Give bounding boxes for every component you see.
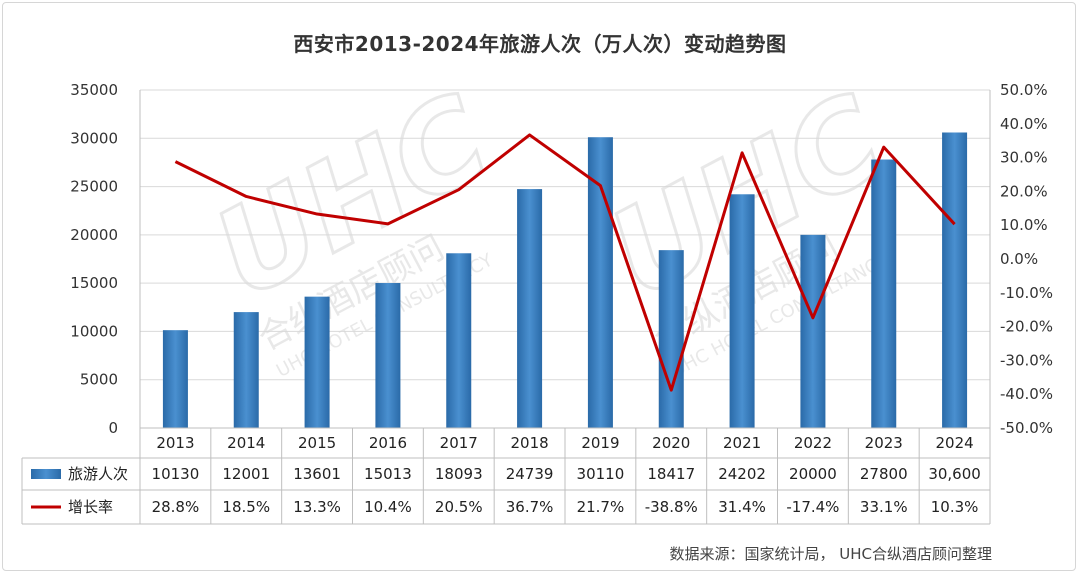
- x-tick-label: 2015: [298, 434, 336, 452]
- y-right-tick-label: -20.0%: [1000, 318, 1053, 336]
- x-tick-label: 2020: [652, 434, 690, 452]
- table-cell-bar-value: 18417: [647, 465, 695, 483]
- axes: [139, 90, 991, 428]
- table-cell-bar-value: 12001: [222, 465, 270, 483]
- x-tick-label: 2024: [935, 434, 973, 452]
- table-cell-growth-value: -17.4%: [786, 498, 839, 516]
- table-cell-bar-value: 24202: [718, 465, 766, 483]
- y-left-tick-label: 30000: [70, 129, 118, 147]
- table-cell-bar-value: 24739: [506, 465, 554, 483]
- table-cell-bar-value: 30,600: [928, 465, 981, 483]
- table-cell-growth-value: 10.4%: [364, 498, 412, 516]
- y-left-tick-label: 20000: [70, 226, 118, 244]
- y-right-tick-label: 20.0%: [1000, 182, 1048, 200]
- table-cell-growth-value: 20.5%: [435, 498, 483, 516]
- x-tick-label: 2014: [227, 434, 265, 452]
- x-tick-label: 2022: [794, 434, 832, 452]
- table-cell-bar-value: 30110: [577, 465, 625, 483]
- y-left-tick-label: 15000: [70, 274, 118, 292]
- y-left-tick-label: 10000: [70, 322, 118, 340]
- table-cell-growth-value: 28.8%: [152, 498, 200, 516]
- bar: [800, 234, 826, 428]
- y-right-tick-label: -30.0%: [1000, 351, 1053, 369]
- bar: [233, 312, 259, 428]
- y-right-tick-label: 10.0%: [1000, 216, 1048, 234]
- bar: [658, 250, 684, 428]
- growth-line: [174, 133, 956, 392]
- x-tick-label: 2021: [723, 434, 761, 452]
- table-cell-bar-value: 27800: [860, 465, 908, 483]
- y-left-tick-label: 0: [108, 419, 118, 437]
- bar: [942, 132, 968, 428]
- y-right-tick-label: -50.0%: [1000, 419, 1053, 437]
- y-axis-right-ticks: -50.0% -40.0% -30.0% -20.0% -10.0% 0.0% 10.0% 2…: [1000, 81, 1053, 437]
- legend-label-line: 增长率: [68, 498, 113, 516]
- bar: [871, 159, 897, 428]
- table-cell-bar-value: 18093: [435, 465, 483, 483]
- bar-series: [162, 132, 968, 428]
- y-left-tick-label: 35000: [70, 81, 118, 99]
- x-tick-label: 2013: [156, 434, 194, 452]
- y-right-tick-label: -10.0%: [1000, 284, 1053, 302]
- table-cell-bar-value: 20000: [789, 465, 837, 483]
- bar: [446, 253, 472, 428]
- table-cell-bar-value: 15013: [364, 465, 412, 483]
- y-right-tick-label: 40.0%: [1000, 115, 1048, 133]
- table-cell-growth-value: 18.5%: [222, 498, 270, 516]
- table-cell-bar-value: 10130: [152, 465, 200, 483]
- x-tick-label: 2017: [440, 434, 478, 452]
- table-cell-growth-value: 33.1%: [860, 498, 908, 516]
- table-cell-growth-value: 31.4%: [718, 498, 766, 516]
- table-cell-growth-value: 13.3%: [293, 498, 341, 516]
- table-cell-growth-value: -38.8%: [645, 498, 698, 516]
- table-cell-growth-value: 21.7%: [577, 498, 625, 516]
- legend-bar-swatch: [31, 469, 61, 479]
- table-cell-growth-value: 36.7%: [506, 498, 554, 516]
- bar: [162, 330, 188, 428]
- source-note: 数据来源：国家统计局， UHC合纵酒店顾问整理: [669, 545, 992, 563]
- y-right-tick-label: 30.0%: [1000, 149, 1048, 167]
- chart-title: 西安市2013-2024年旅游人次（万人次）变动趋势图: [293, 32, 787, 56]
- x-tick-label: 2016: [369, 434, 407, 452]
- x-tick-label: 2023: [865, 434, 903, 452]
- data-table: 2013 2014 2015 2016 2017 2018 2019 2020 2021 2022…: [21, 427, 991, 525]
- table-cell-growth-value: 10.3%: [931, 498, 979, 516]
- y-right-tick-label: 0.0%: [1000, 250, 1038, 268]
- y-right-tick-label: 50.0%: [1000, 81, 1048, 99]
- x-tick-label: 2018: [510, 434, 548, 452]
- y-left-tick-label: 25000: [70, 178, 118, 196]
- bar: [375, 283, 401, 428]
- table-cell-bar-value: 13601: [293, 465, 341, 483]
- y-left-tick-label: 5000: [80, 371, 118, 389]
- line-series: [174, 133, 956, 392]
- x-tick-label: 2019: [581, 434, 619, 452]
- bar: [517, 189, 543, 428]
- bar: [304, 296, 330, 428]
- bar: [729, 194, 755, 428]
- y-right-tick-label: -40.0%: [1000, 385, 1053, 403]
- y-axis-left-ticks: 0 5000 10000 15000 20000 25000 30000 35000: [70, 81, 118, 437]
- legend-label-bar: 旅游人次: [68, 465, 128, 483]
